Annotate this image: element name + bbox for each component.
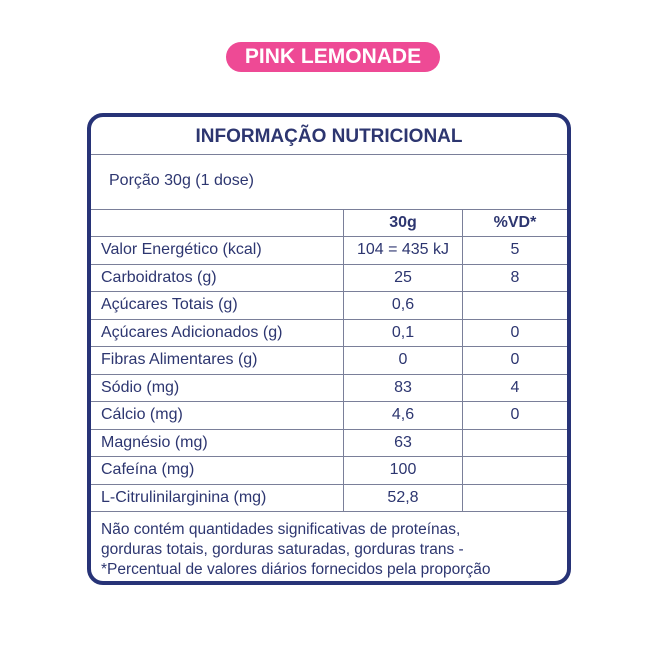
footnote-line: gorduras totais, gorduras saturadas, gor…: [101, 541, 464, 558]
portion-size: Porção 30g (1 dose): [91, 155, 567, 210]
nutrient-amount: 0,6: [343, 291, 463, 320]
nutrient-daily-value: 8: [462, 264, 567, 292]
table-row: Magnésio (mg) 63: [91, 429, 567, 457]
nutrient-name: Cálcio (mg): [91, 401, 344, 430]
nutrient-daily-value: 4: [462, 374, 567, 402]
nutrient-daily-value: 0: [462, 319, 567, 347]
nutrient-name: Valor Energético (kcal): [91, 236, 344, 265]
flavor-badge: PINK LEMONADE: [226, 42, 440, 72]
nutrient-amount: 4,6: [343, 401, 463, 430]
nutrient-name: Sódio (mg): [91, 374, 344, 402]
table-row: Valor Energético (kcal) 104 = 435 kJ 5: [91, 236, 567, 265]
nutrient-name: L-Citrulinilarginina (mg): [91, 484, 344, 512]
table-header-row: 30g %VD*: [91, 210, 567, 237]
nutrient-amount: 63: [343, 429, 463, 457]
table-row: Fibras Alimentares (g) 0 0: [91, 346, 567, 375]
panel-title: INFORMAÇÃO NUTRICIONAL: [91, 117, 567, 155]
nutrient-daily-value: [462, 484, 567, 512]
header-daily-value: %VD*: [462, 210, 567, 237]
nutrient-name: Cafeína (mg): [91, 456, 344, 485]
nutrient-amount: 0,1: [343, 319, 463, 347]
nutrition-table: 30g %VD* Valor Energético (kcal) 104 = 43…: [91, 210, 567, 512]
table-row: Sódio (mg) 83 4: [91, 374, 567, 402]
nutrient-name: Carboidratos (g): [91, 264, 344, 292]
footnote: Não contém quantidades significativas de…: [91, 512, 567, 580]
header-nutrient: [91, 210, 344, 237]
table-row: Açúcares Adicionados (g) 0,1 0: [91, 319, 567, 347]
nutrient-daily-value: [462, 429, 567, 457]
nutrient-name: Açúcares Adicionados (g): [91, 319, 344, 347]
nutrient-amount: 0: [343, 346, 463, 375]
nutrient-name: Açúcares Totais (g): [91, 291, 344, 320]
nutrient-amount: 25: [343, 264, 463, 292]
table-row: L-Citrulinilarginina (mg) 52,8: [91, 484, 567, 512]
nutrient-daily-value: 0: [462, 401, 567, 430]
table-row: Carboidratos (g) 25 8: [91, 264, 567, 292]
nutrient-amount: 83: [343, 374, 463, 402]
footnote-line: *Percentual de valores diários fornecido…: [101, 561, 491, 578]
nutrient-name: Magnésio (mg): [91, 429, 344, 457]
nutrient-amount: 52,8: [343, 484, 463, 512]
nutrient-amount: 104 = 435 kJ: [343, 236, 463, 265]
nutrient-amount: 100: [343, 456, 463, 485]
header-amount: 30g: [343, 210, 463, 237]
nutrient-daily-value: 0: [462, 346, 567, 375]
table-row: Cafeína (mg) 100: [91, 456, 567, 485]
nutrient-daily-value: [462, 456, 567, 485]
nutrient-name: Fibras Alimentares (g): [91, 346, 344, 375]
table-row: Cálcio (mg) 4,6 0: [91, 401, 567, 430]
nutrition-facts-panel: INFORMAÇÃO NUTRICIONAL Porção 30g (1 dos…: [87, 113, 571, 585]
nutrient-daily-value: 5: [462, 236, 567, 265]
table-row: Açúcares Totais (g) 0,6: [91, 291, 567, 320]
footnote-line: Não contém quantidades significativas de…: [101, 521, 461, 538]
nutrient-daily-value: [462, 291, 567, 320]
